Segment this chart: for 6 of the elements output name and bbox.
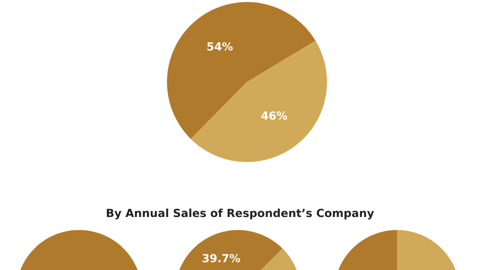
text: By Annual Sales of Respondent’s Company — [106, 208, 374, 220]
pie-slice — [190, 40, 327, 162]
data-label: 54% — [207, 42, 233, 51]
data-label: 39.7% — [202, 254, 240, 262]
pie-slice — [167, 2, 316, 139]
data-label: 46% — [261, 111, 288, 120]
